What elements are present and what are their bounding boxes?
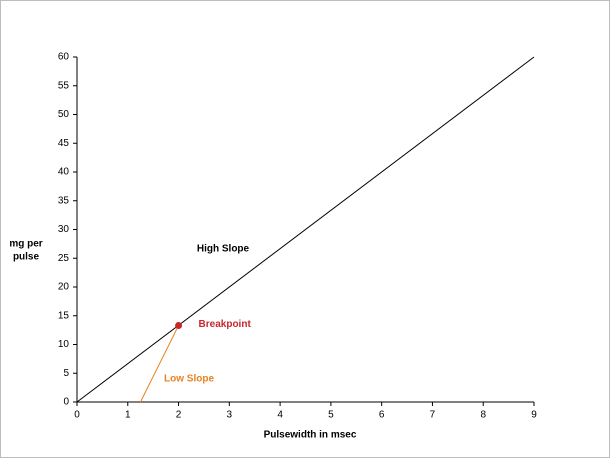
x-tick-label: 7: [430, 410, 436, 421]
x-tick-label: 8: [480, 410, 486, 421]
y-tick-label: 10: [58, 339, 70, 350]
breakpoint-marker: [175, 322, 183, 330]
series-label: Low Slope: [164, 374, 214, 385]
series-line: [76, 56, 535, 403]
y-tick-label: 5: [63, 368, 69, 379]
y-tick-label: 15: [58, 310, 70, 321]
x-tick-label: 2: [176, 410, 182, 421]
x-tick-label: 6: [379, 410, 385, 421]
y-tick-label: 45: [58, 138, 70, 149]
y-tick-label: 0: [63, 397, 69, 408]
series-label: High Slope: [197, 244, 250, 255]
x-tick-label: 4: [277, 410, 283, 421]
point-label: Breakpoint: [199, 319, 252, 330]
y-tick-label: 25: [58, 253, 70, 264]
x-tick-label: 0: [74, 410, 80, 421]
x-tick-label: 5: [328, 410, 334, 421]
series-line: [140, 325, 180, 403]
y-tick-label: 60: [58, 52, 70, 63]
x-tick-label: 3: [227, 410, 233, 421]
x-tick-label: 1: [125, 410, 131, 421]
y-tick-label: 40: [58, 167, 70, 178]
y-tick-label: 55: [58, 80, 70, 91]
x-axis-label: Pulsewidth in msec: [264, 430, 357, 441]
y-tick-label: 30: [58, 224, 70, 235]
y-axis-label: mg per: [9, 239, 42, 250]
y-tick-label: 35: [58, 195, 70, 206]
y-axis-label: pulse: [13, 252, 40, 263]
y-tick-label: 50: [58, 109, 70, 120]
x-tick-label: 9: [531, 410, 537, 421]
y-tick-label: 20: [58, 282, 70, 293]
